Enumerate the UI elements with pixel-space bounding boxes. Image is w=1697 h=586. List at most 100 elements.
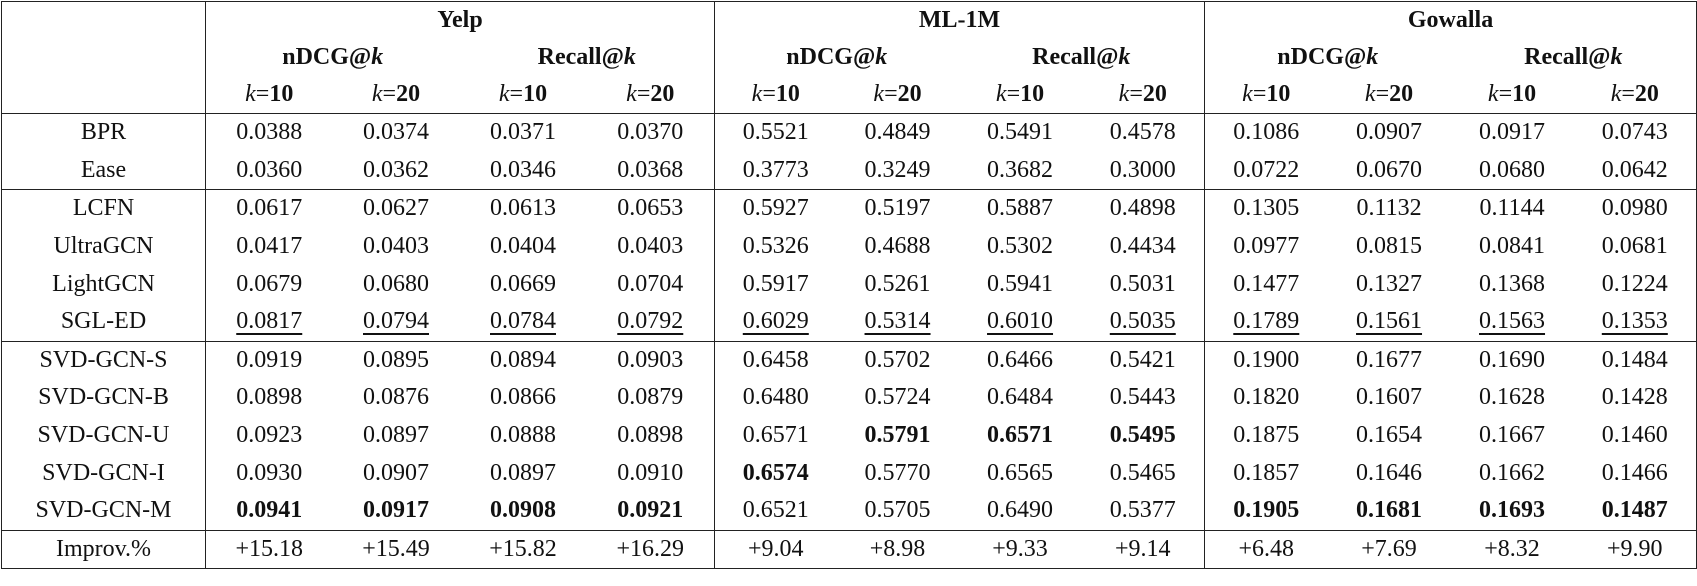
value-cell: 0.0362 bbox=[333, 152, 460, 190]
value-text: 0.1327 bbox=[1356, 270, 1423, 297]
value-text: 0.6574 bbox=[742, 459, 809, 486]
value-cell: 0.0792 bbox=[587, 303, 715, 341]
value-cell: 0.0374 bbox=[333, 114, 460, 152]
value-cell: 0.5705 bbox=[837, 492, 959, 530]
table-section: LCFN 0.0617 0.0627 0.0613 0.0653 0.5927 0.5197… bbox=[1, 189, 1697, 342]
value-cell: 0.1561 bbox=[1328, 303, 1451, 341]
value-cell: 0.0930 bbox=[205, 454, 333, 492]
value-text: 0.0642 bbox=[1601, 156, 1668, 183]
value-text: 0.5702 bbox=[864, 346, 931, 373]
value-cell: 0.0907 bbox=[1328, 114, 1451, 152]
value-cell: 0.0370 bbox=[587, 114, 715, 152]
value-cell: 0.1693 bbox=[1451, 492, 1574, 530]
value-text: 0.1086 bbox=[1233, 119, 1300, 146]
metric-title: nDCG@k bbox=[714, 39, 959, 76]
method-name: LightGCN bbox=[52, 270, 155, 297]
value-cell: 0.0876 bbox=[333, 379, 460, 417]
value-cell: 0.0784 bbox=[460, 303, 587, 341]
value-text: 0.0679 bbox=[236, 270, 303, 297]
value-cell: 0.5031 bbox=[1082, 265, 1205, 303]
value-text: 0.0680 bbox=[1479, 156, 1546, 183]
value-cell: 0.0894 bbox=[460, 341, 587, 379]
value-cell: 0.5724 bbox=[837, 379, 959, 417]
value-cell: 0.1820 bbox=[1204, 379, 1328, 417]
value-text: 0.5705 bbox=[864, 497, 931, 524]
value-text: 0.5465 bbox=[1109, 459, 1176, 486]
value-cell: 0.0417 bbox=[205, 227, 333, 266]
value-cell: 0.0679 bbox=[205, 265, 333, 303]
k-label: k=20 bbox=[1118, 81, 1167, 107]
k-label: k=10 bbox=[995, 81, 1045, 107]
value-cell: +15.18 bbox=[205, 530, 333, 569]
value-cell: 0.4578 bbox=[1082, 114, 1205, 152]
value-text: 0.1305 bbox=[1233, 195, 1300, 222]
value-text: 0.1654 bbox=[1356, 422, 1423, 449]
value-text: 0.0941 bbox=[236, 497, 303, 524]
value-text: 0.0613 bbox=[490, 195, 556, 222]
value-text: +15.18 bbox=[235, 535, 304, 562]
value-text: 0.5941 bbox=[987, 270, 1054, 297]
value-cell: +9.04 bbox=[714, 530, 837, 569]
value-text: 0.1789 bbox=[1233, 308, 1300, 335]
k-label: k=20 bbox=[1610, 81, 1659, 107]
value-text: 0.1224 bbox=[1601, 270, 1668, 297]
table-row: BPR 0.0388 0.0374 0.0371 0.0370 0.5521 0.4849 0… bbox=[2, 113, 1697, 152]
value-text: 0.5326 bbox=[742, 233, 809, 260]
value-text: 0.6484 bbox=[987, 384, 1054, 411]
value-cell: 0.1466 bbox=[1574, 454, 1697, 492]
value-text: 0.1460 bbox=[1601, 422, 1668, 449]
value-text: 0.1820 bbox=[1233, 384, 1300, 411]
value-text: 0.1900 bbox=[1233, 346, 1300, 373]
method-name: UltraGCN bbox=[53, 233, 154, 260]
value-cell: 0.1305 bbox=[1204, 189, 1328, 228]
value-cell: 0.0653 bbox=[587, 190, 715, 228]
value-cell: 0.0897 bbox=[333, 417, 460, 455]
value-cell: 0.0897 bbox=[460, 454, 587, 492]
value-cell: 0.6574 bbox=[714, 454, 837, 492]
value-text: 0.0360 bbox=[236, 156, 303, 183]
value-text: 0.0627 bbox=[363, 195, 429, 222]
method-name: Improv.% bbox=[55, 535, 152, 562]
value-cell: +9.90 bbox=[1574, 530, 1697, 569]
value-text: 0.6521 bbox=[742, 497, 809, 524]
k-label: k=20 bbox=[371, 81, 421, 107]
value-cell: 0.0669 bbox=[460, 265, 587, 303]
value-text: +16.29 bbox=[616, 535, 685, 562]
metric-title: Recall@k bbox=[1032, 44, 1131, 70]
value-cell: 0.5421 bbox=[1082, 341, 1205, 379]
value-text: 0.5887 bbox=[987, 195, 1054, 222]
value-text: 0.6010 bbox=[987, 308, 1054, 335]
value-cell: 0.5521 bbox=[714, 113, 837, 152]
value-cell: 0.3000 bbox=[1082, 152, 1205, 190]
value-cell: +16.29 bbox=[587, 530, 715, 569]
value-text: +7.69 bbox=[1361, 535, 1417, 562]
value-text: 0.3773 bbox=[742, 156, 809, 183]
value-text: 0.0910 bbox=[617, 459, 684, 486]
value-text: 0.0743 bbox=[1601, 119, 1668, 146]
value-text: 0.0792 bbox=[617, 308, 684, 335]
value-text: 0.5927 bbox=[742, 195, 809, 222]
value-cell: 0.5927 bbox=[714, 189, 837, 228]
method-name: SVD-GCN-I bbox=[42, 459, 165, 486]
value-text: 0.6571 bbox=[987, 422, 1054, 449]
value-cell: 0.4688 bbox=[837, 228, 959, 266]
value-cell: 0.1900 bbox=[1204, 341, 1328, 380]
value-text: 0.0346 bbox=[490, 156, 556, 183]
value-cell: +8.98 bbox=[837, 530, 959, 569]
value-cell: 0.0642 bbox=[1574, 152, 1697, 190]
value-cell: 0.1144 bbox=[1451, 190, 1574, 228]
value-cell: 0.1563 bbox=[1451, 303, 1574, 341]
value-cell: 0.1905 bbox=[1204, 491, 1328, 531]
value-cell: 0.0923 bbox=[205, 416, 333, 455]
value-cell: 0.0346 bbox=[460, 152, 587, 190]
table-row: LightGCN 0.0679 0.0680 0.0669 0.0704 0.5917 0.… bbox=[2, 265, 1697, 303]
value-cell: 0.5261 bbox=[837, 265, 959, 303]
value-cell: +7.69 bbox=[1328, 530, 1451, 569]
value-text: 0.6565 bbox=[987, 459, 1054, 486]
value-text: 0.5917 bbox=[742, 270, 809, 297]
value-cell: 0.5491 bbox=[959, 114, 1082, 152]
metric-title: nDCG@k bbox=[205, 39, 460, 76]
value-cell: 0.0680 bbox=[1451, 152, 1574, 190]
value-cell: 0.1667 bbox=[1451, 417, 1574, 455]
value-text: 0.0903 bbox=[617, 346, 684, 373]
